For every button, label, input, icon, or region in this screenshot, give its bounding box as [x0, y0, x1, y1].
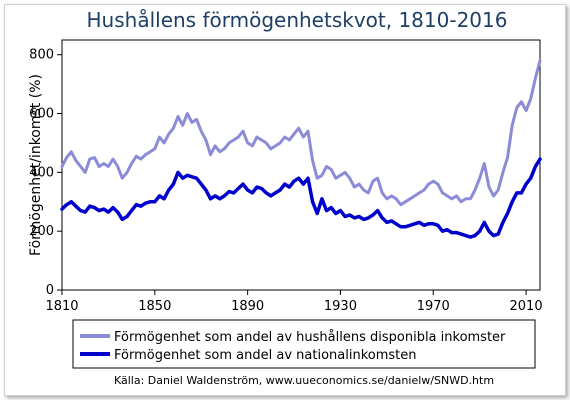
y-axis: 0 200 400 600 800 — [29, 48, 62, 298]
x-tick-label: 2010 — [510, 299, 543, 314]
y-tick-label: 0 — [46, 283, 54, 298]
source-note: Källa: Daniel Waldenström, www.uueconomi… — [114, 374, 494, 387]
x-tick-label: 1850 — [138, 299, 171, 314]
y-axis-label: Förmögenhet/inkomst (%) — [28, 74, 44, 256]
y-tick-label: 400 — [29, 165, 54, 180]
x-tick-label: 1890 — [231, 299, 264, 314]
legend-label-disposable-income: Förmögenhet som andel av hushållens disp… — [114, 330, 506, 345]
y-tick-label: 800 — [29, 48, 54, 63]
y-tick-label: 200 — [29, 224, 54, 239]
plot-area — [60, 39, 542, 291]
legend-box — [72, 319, 536, 369]
x-tick-label: 1810 — [45, 299, 78, 314]
series-line-disposable-income — [60, 59, 542, 207]
plot-border — [61, 39, 541, 291]
legend: Förmögenhet som andel av hushållens disp… — [72, 319, 536, 369]
x-tick-label: 1970 — [417, 299, 450, 314]
y-tick-label: 600 — [29, 107, 54, 122]
series-line-national-income — [60, 157, 542, 239]
x-tick-label: 1930 — [324, 299, 357, 314]
legend-label-national-income: Förmögenhet som andel av nationalinkomst… — [114, 348, 417, 363]
chart-title: Hushållens förmögenhetskvot, 1810-2016 — [87, 8, 508, 32]
x-axis: 1810 1850 1890 1930 1970 2010 — [45, 290, 543, 314]
